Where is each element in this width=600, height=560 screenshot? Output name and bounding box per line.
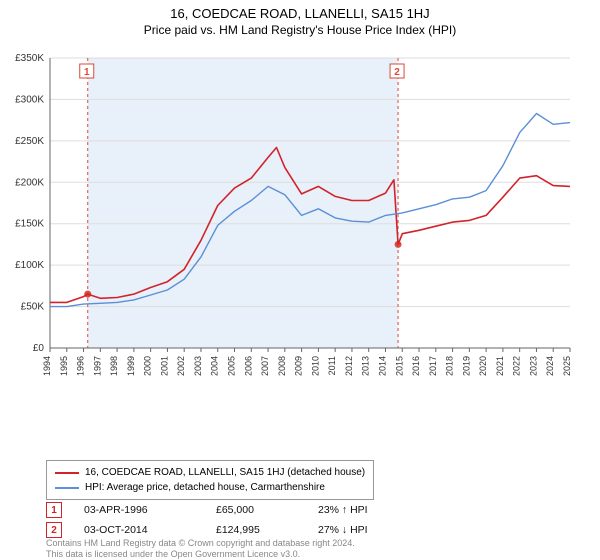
event-table: 1 03-APR-1996 £65,000 23% ↑ HPI 2 03-OCT…: [46, 502, 398, 542]
svg-text:2025: 2025: [562, 356, 572, 376]
event-delta: 23% ↑ HPI: [318, 504, 398, 516]
event-row: 2 03-OCT-2014 £124,995 27% ↓ HPI: [46, 522, 398, 538]
svg-text:2012: 2012: [344, 356, 354, 376]
event-price: £65,000: [216, 504, 296, 516]
svg-text:£150K: £150K: [15, 219, 44, 230]
svg-text:2016: 2016: [411, 356, 421, 376]
svg-text:1997: 1997: [92, 356, 102, 376]
event-row: 1 03-APR-1996 £65,000 23% ↑ HPI: [46, 502, 398, 518]
svg-text:1999: 1999: [126, 356, 136, 376]
chart-title-address: 16, COEDCAE ROAD, LLANELLI, SA15 1HJ: [0, 0, 600, 21]
chart-container: 16, COEDCAE ROAD, LLANELLI, SA15 1HJ Pri…: [0, 0, 600, 560]
svg-text:2006: 2006: [243, 356, 253, 376]
svg-text:2003: 2003: [193, 356, 203, 376]
legend-swatch: [55, 487, 79, 489]
svg-text:£350K: £350K: [15, 53, 44, 64]
svg-text:2009: 2009: [294, 356, 304, 376]
svg-text:2007: 2007: [260, 356, 270, 376]
svg-text:2004: 2004: [210, 356, 220, 376]
legend-label: 16, COEDCAE ROAD, LLANELLI, SA15 1HJ (de…: [85, 465, 365, 480]
svg-text:2021: 2021: [495, 356, 505, 376]
legend-row: HPI: Average price, detached house, Carm…: [55, 480, 365, 495]
chart-subtitle: Price paid vs. HM Land Registry's House …: [0, 21, 600, 37]
svg-text:2015: 2015: [394, 356, 404, 376]
svg-text:2020: 2020: [478, 356, 488, 376]
svg-text:2018: 2018: [445, 356, 455, 376]
svg-text:£50K: £50K: [21, 302, 45, 313]
svg-text:2: 2: [394, 67, 400, 78]
svg-text:1996: 1996: [76, 356, 86, 376]
svg-text:1995: 1995: [59, 356, 69, 376]
svg-text:1: 1: [84, 67, 90, 78]
event-delta: 27% ↓ HPI: [318, 524, 398, 536]
svg-text:2022: 2022: [512, 356, 522, 376]
svg-text:£300K: £300K: [15, 94, 44, 105]
svg-text:2014: 2014: [377, 356, 387, 376]
svg-text:2010: 2010: [310, 356, 320, 376]
svg-text:£0: £0: [33, 343, 45, 354]
event-price: £124,995: [216, 524, 296, 536]
svg-text:2008: 2008: [277, 356, 287, 376]
svg-text:2019: 2019: [461, 356, 471, 376]
svg-text:£100K: £100K: [15, 260, 44, 271]
legend-swatch: [55, 472, 79, 474]
svg-text:£200K: £200K: [15, 177, 44, 188]
chart-plot-area: £0 £50K £100K £150K £200K £250K £300K £350K 1994…: [0, 48, 600, 408]
svg-text:1994: 1994: [42, 356, 52, 376]
event-badge: 2: [46, 522, 62, 538]
svg-text:2002: 2002: [176, 356, 186, 376]
svg-text:2017: 2017: [428, 356, 438, 376]
footer-attribution: Contains HM Land Registry data © Crown c…: [46, 538, 355, 560]
event-date: 03-APR-1996: [84, 504, 194, 516]
svg-text:1998: 1998: [109, 356, 119, 376]
svg-text:2005: 2005: [227, 356, 237, 376]
svg-text:2024: 2024: [545, 356, 555, 376]
event-date: 03-OCT-2014: [84, 524, 194, 536]
svg-text:2001: 2001: [159, 356, 169, 376]
legend-row: 16, COEDCAE ROAD, LLANELLI, SA15 1HJ (de…: [55, 465, 365, 480]
legend-label: HPI: Average price, detached house, Carm…: [85, 480, 325, 495]
svg-text:2011: 2011: [327, 356, 337, 375]
svg-text:2023: 2023: [528, 356, 538, 376]
event-badge: 1: [46, 502, 62, 518]
svg-text:2013: 2013: [361, 356, 371, 376]
legend: 16, COEDCAE ROAD, LLANELLI, SA15 1HJ (de…: [46, 460, 374, 500]
svg-text:£250K: £250K: [15, 136, 44, 147]
svg-text:2000: 2000: [143, 356, 153, 376]
